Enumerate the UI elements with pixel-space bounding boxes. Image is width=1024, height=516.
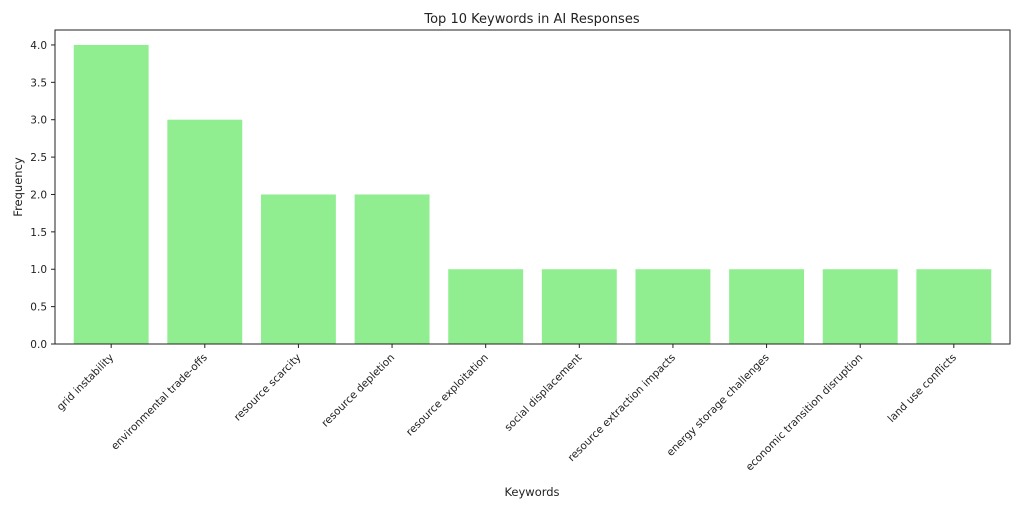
x-tick-label-9: land use conflicts	[886, 352, 959, 425]
bar-5	[541, 269, 617, 344]
bar-8	[822, 269, 898, 344]
bars-group	[73, 44, 992, 345]
chart-title: Top 10 Keywords in AI Responses	[423, 12, 639, 27]
x-axis-label: Keywords	[504, 485, 559, 499]
bar-4	[448, 269, 524, 344]
y-tick-label-3: 1.5	[30, 227, 47, 239]
x-tick-label-5: social displacement	[502, 352, 584, 434]
bar-2	[260, 194, 336, 344]
bar-1	[167, 119, 243, 345]
plot-area-frame	[54, 29, 1011, 345]
bar-7	[729, 269, 805, 344]
x-tick-label-2: resource scarcity	[232, 352, 304, 424]
bar-6	[635, 269, 711, 344]
y-tick-label-4: 2.0	[30, 189, 47, 201]
x-tick-label-0: grid instability	[55, 352, 117, 414]
y-tick-label-0: 0.0	[30, 339, 47, 351]
y-tick-label-1: 0.5	[30, 302, 47, 314]
x-tick-label-6: resource extraction impacts	[566, 352, 678, 464]
x-tick-label-3: resource depletion	[319, 352, 397, 430]
y-axis-label: Frequency	[11, 157, 25, 217]
x-tick-label-7: energy storage challenges	[665, 352, 772, 459]
x-tick-label-1: environmental trade-offs	[109, 352, 210, 453]
x-tick-label-4: resource exploitation	[404, 352, 491, 439]
y-tick-label-8: 4.0	[30, 40, 47, 52]
y-tick-label-7: 3.5	[30, 77, 47, 89]
y-tick-label-6: 3.0	[30, 115, 47, 127]
y-axis: 0.0 0.5 1.0 1.5 2.0 2.5 3.0 3.5 4.0	[30, 40, 55, 351]
bar-9	[916, 269, 992, 344]
bar-3	[354, 194, 430, 344]
y-tick-label-2: 1.0	[30, 264, 47, 276]
y-tick-label-5: 2.5	[30, 152, 47, 164]
bar-0	[73, 44, 149, 344]
